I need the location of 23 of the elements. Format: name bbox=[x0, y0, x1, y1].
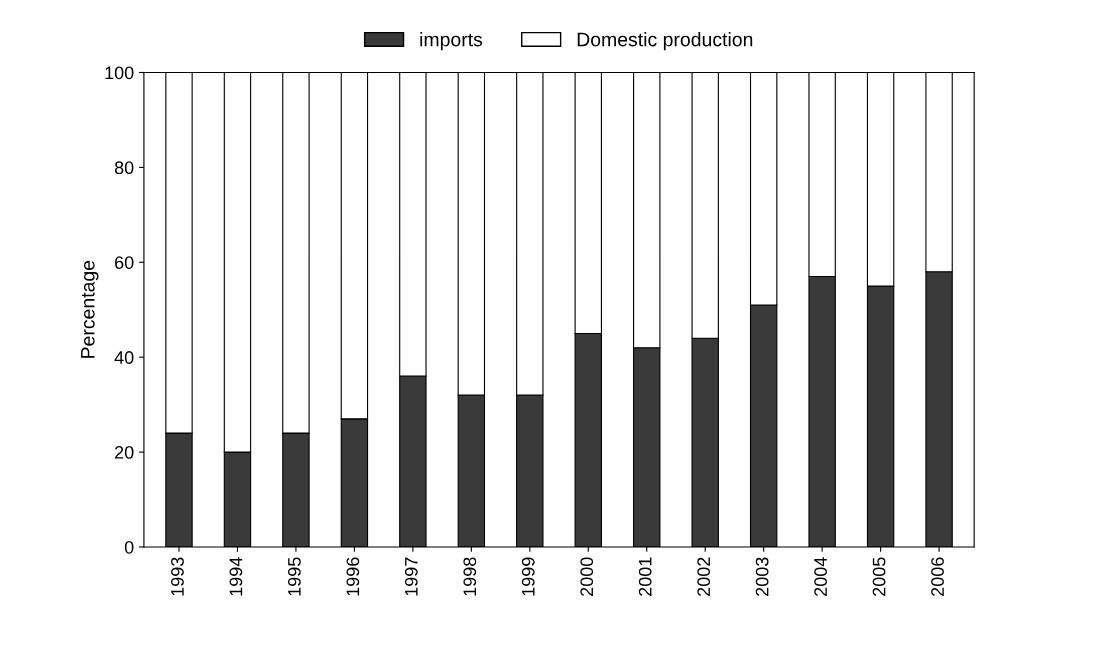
y-tick-label: 60 bbox=[115, 256, 134, 269]
y-tick-label: 40 bbox=[114, 351, 134, 364]
y-axis-title: Percentage bbox=[81, 260, 99, 358]
x-tick-label: 1998 bbox=[463, 557, 477, 596]
x-tick-label: 1993 bbox=[171, 557, 184, 596]
x-tick-label: 2002 bbox=[697, 557, 711, 596]
legend-label: Domestic production bbox=[577, 32, 753, 51]
x-tick-label: 1999 bbox=[521, 557, 535, 596]
x-tick-label: 1994 bbox=[229, 557, 243, 596]
x-tick-label: 2000 bbox=[580, 557, 594, 596]
y-tick-label: 20 bbox=[115, 446, 134, 459]
x-tick-label: 2005 bbox=[872, 557, 886, 596]
x-tick-label: 1995 bbox=[287, 557, 301, 596]
x-tick-label: 1996 bbox=[346, 557, 360, 596]
y-tick-label: 80 bbox=[114, 161, 134, 175]
x-tick-label: 2006 bbox=[931, 557, 944, 596]
x-tick-label: 2004 bbox=[814, 557, 827, 596]
x-tick-label: 1997 bbox=[404, 557, 418, 596]
legend-label: imports bbox=[420, 32, 483, 51]
y-tick-label: 100 bbox=[105, 66, 134, 80]
y-tick-label: 0 bbox=[124, 540, 134, 554]
x-tick-label: 2001 bbox=[638, 557, 652, 596]
x-tick-label: 2003 bbox=[755, 557, 769, 596]
